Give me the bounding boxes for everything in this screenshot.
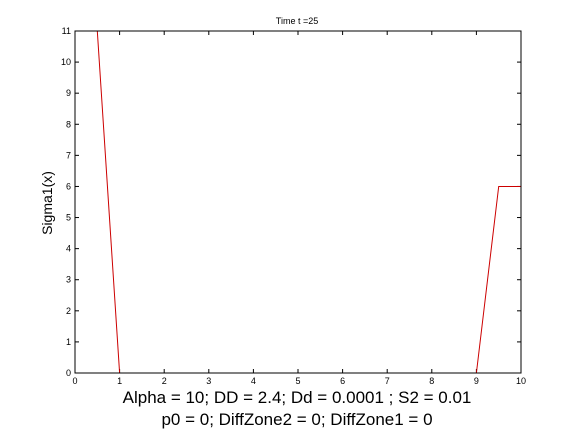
x-axis-label-line-2: p0 = 0; DiffZone2 = 0; DiffZone1 = 0 xyxy=(161,410,432,429)
plot-area: 0 1 2 3 4 5 6 7 8 9 10 0 1 2 3 4 5 6 7 8 9 10 11 xyxy=(61,26,526,386)
chart-title: Time t =25 xyxy=(276,16,318,26)
x-tick-label: 0 xyxy=(72,376,77,386)
y-tick-label: 2 xyxy=(66,306,71,316)
x-tick-label: 4 xyxy=(251,376,256,386)
x-tick-label: 10 xyxy=(516,376,526,386)
y-tick-label: 5 xyxy=(66,213,71,223)
y-axis-label: Sigma1(x) xyxy=(39,171,55,235)
y-tick-label: 0 xyxy=(66,368,71,378)
x-tick-label: 2 xyxy=(162,376,167,386)
y-tick-label: 3 xyxy=(66,275,71,285)
x-tick-label: 6 xyxy=(340,376,345,386)
y-tick-label: 1 xyxy=(66,337,71,347)
x-axis-label-line-1: Alpha = 10; DD = 2.4; Dd = 0.0001 ; S2 =… xyxy=(123,388,472,407)
y-tick-label: 6 xyxy=(66,181,71,191)
x-tick-label: 5 xyxy=(295,376,300,386)
y-tick-label: 10 xyxy=(61,57,71,67)
y-tick-label: 9 xyxy=(66,88,71,98)
y-tick-label: 8 xyxy=(66,119,71,129)
x-tick-label: 3 xyxy=(206,376,211,386)
x-tick-label: 8 xyxy=(429,376,434,386)
axes-background xyxy=(75,31,521,373)
x-tick-label: 7 xyxy=(385,376,390,386)
x-tick-label: 1 xyxy=(117,376,122,386)
y-tick-label: 7 xyxy=(66,150,71,160)
y-tick-label: 4 xyxy=(66,244,71,254)
y-tick-label: 11 xyxy=(62,26,71,36)
axes-frame xyxy=(74,30,522,374)
x-tick-label: 9 xyxy=(474,376,479,386)
